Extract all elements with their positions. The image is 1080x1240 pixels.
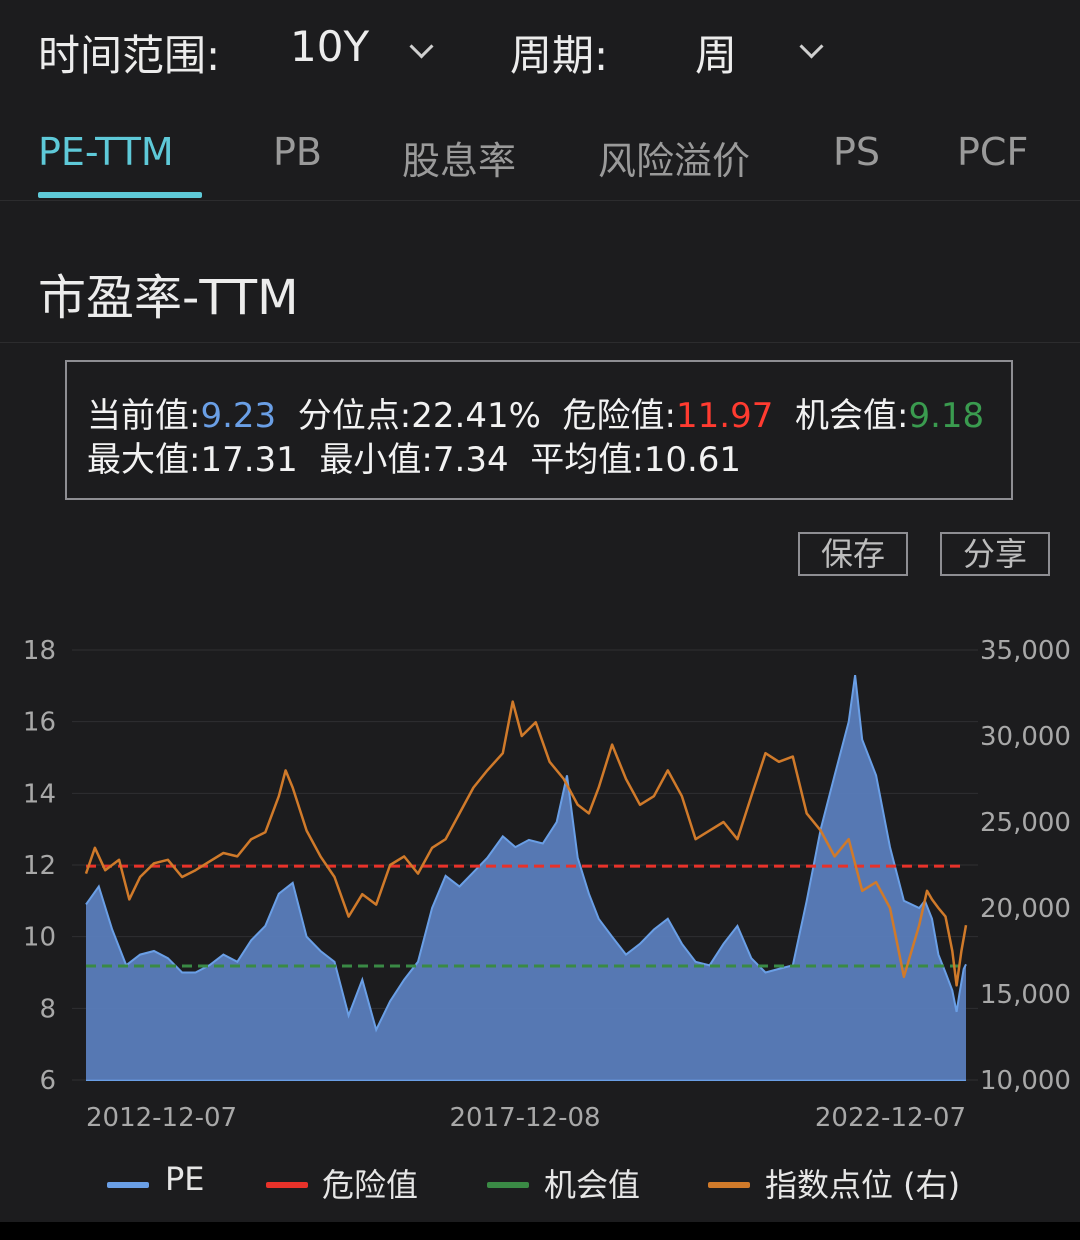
metric-tabs: PE-TTM PB 股息率 风险溢价 PS PCF: [0, 110, 1080, 201]
y-left-tick-label: 18: [23, 636, 56, 666]
danger-value: 11.97: [676, 396, 774, 436]
x-tick-label: 2012-12-07: [86, 1103, 237, 1133]
pe-line: [85, 674, 967, 1033]
legend-label-pe[interactable]: PE: [165, 1160, 205, 1198]
percentile-label: 分位点:: [297, 396, 412, 436]
x-tick-label: 2022-12-07: [815, 1103, 966, 1133]
divider: [0, 342, 1080, 343]
tab-pe-ttm[interactable]: PE-TTM: [38, 130, 174, 174]
y-right-tick-label: 20,000: [980, 894, 1071, 924]
y-right-tick-label: 10,000: [980, 1066, 1071, 1096]
home-indicator-bar: [0, 1222, 1080, 1240]
legend-label-opportunity[interactable]: 机会值: [544, 1166, 641, 1204]
range-label: 时间范围:: [38, 31, 221, 80]
period-chevron-down-icon[interactable]: [799, 34, 824, 59]
y-left-tick-label: 14: [23, 779, 56, 809]
y-left-tick-label: 6: [39, 1066, 56, 1096]
share-button[interactable]: 分享: [940, 532, 1050, 576]
active-tab-indicator: [38, 192, 202, 198]
index-line: [84, 700, 968, 987]
period-label: 周期:: [510, 31, 609, 80]
range-select[interactable]: 10Y: [290, 22, 370, 71]
period-select[interactable]: 周: [695, 31, 738, 80]
tab-pb[interactable]: PB: [273, 130, 322, 174]
stats-panel: 当前值:9.23 分位点:22.41% 危险值:11.97 机会值:9.18 最…: [65, 360, 1013, 500]
danger-label: 危险值:: [562, 396, 677, 436]
avg-value: 10.61: [643, 440, 742, 480]
y-right-tick-label: 35,000: [980, 636, 1071, 666]
y-right-tick-label: 15,000: [980, 980, 1071, 1010]
opportunity-value: 9.18: [908, 396, 985, 436]
pe-chart: 18 16 14 12 10 8 6 35,000 30,000 25,000 20,000 15,0…: [23, 636, 1071, 1133]
current-label: 当前值:: [87, 396, 201, 436]
percentile-value: 22.41%: [411, 396, 541, 436]
y-left-tick-label: 16: [23, 708, 56, 738]
max-value: 17.31: [200, 440, 298, 480]
y-left-tick-label: 12: [23, 851, 56, 881]
legend-swatch-danger: [266, 1182, 308, 1188]
legend-label-index[interactable]: 指数点位 (右): [765, 1166, 961, 1204]
chart-legend: PE 危险值 机会值 指数点位 (右): [0, 1160, 1080, 1210]
y-right-tick-label: 30,000: [980, 722, 1071, 752]
y-right-tick-label: 25,000: [980, 808, 1071, 838]
stats-line-2: 最大值:17.31 最小值:7.34 平均值:10.61: [87, 432, 741, 481]
avg-label: 平均值:: [530, 440, 644, 480]
y-left-tick-label: 8: [39, 994, 56, 1024]
y-left-tick-label: 10: [23, 923, 56, 953]
x-tick-label: 2017-12-08: [449, 1103, 600, 1133]
tab-risk-premium[interactable]: 风险溢价: [598, 139, 751, 183]
tab-pcf[interactable]: PCF: [957, 130, 1029, 174]
min-label: 最小值:: [319, 440, 433, 480]
legend-label-danger[interactable]: 危险值: [322, 1166, 419, 1204]
min-value: 7.34: [432, 440, 509, 480]
legend-swatch-opportunity: [487, 1182, 529, 1188]
legend-swatch-index: [708, 1182, 750, 1188]
opportunity-label: 机会值:: [794, 396, 909, 436]
tab-ps[interactable]: PS: [833, 130, 881, 174]
filter-bar: 时间范围: 10Y 周期: 周: [0, 0, 1080, 95]
pe-area: [86, 675, 966, 1080]
save-button[interactable]: 保存: [798, 532, 908, 576]
legend-swatch-pe: [107, 1182, 149, 1188]
range-chevron-down-icon[interactable]: [409, 34, 434, 59]
max-label: 最大值:: [87, 440, 201, 480]
tab-dividend-yield[interactable]: 股息率: [402, 139, 517, 183]
current-value: 9.23: [200, 396, 277, 436]
page-title: 市盈率-TTM: [38, 270, 299, 326]
stats-line-1: 当前值:9.23 分位点:22.41% 危险值:11.97 机会值:9.18: [87, 388, 984, 437]
